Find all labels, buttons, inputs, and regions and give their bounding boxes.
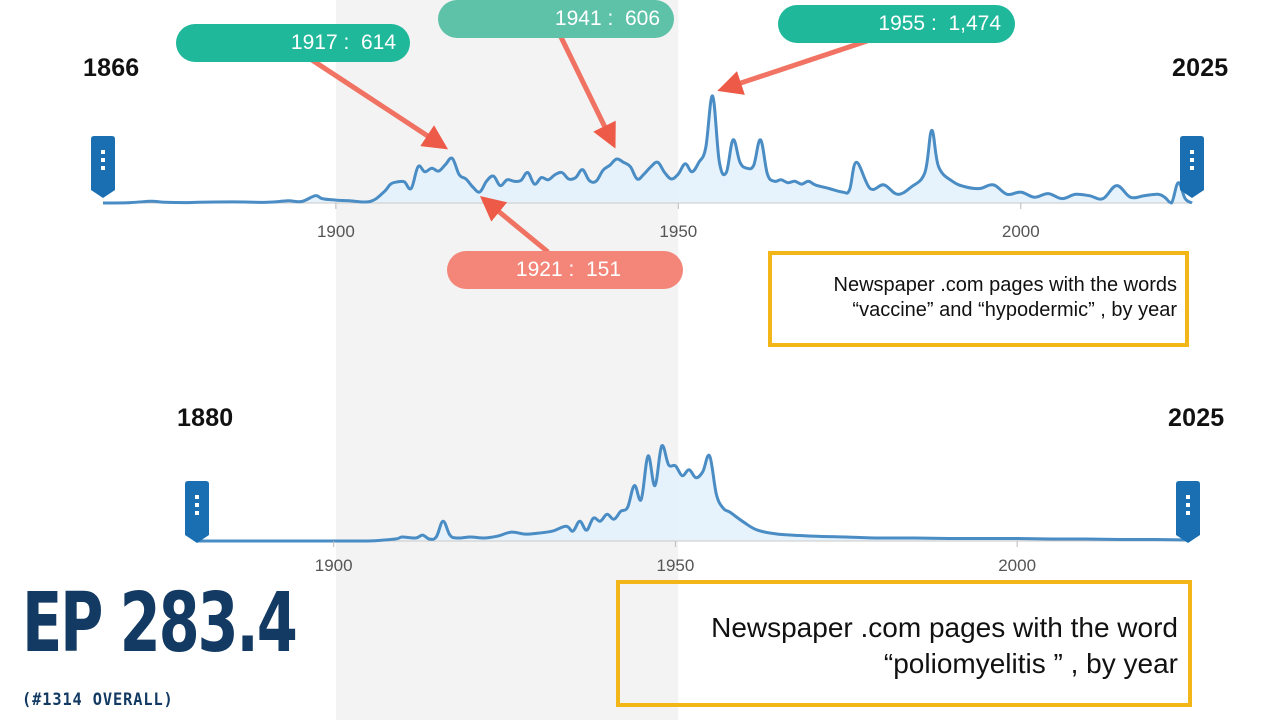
series-line <box>196 444 1189 543</box>
shaded-period <box>335 0 679 720</box>
grip-dot-icon <box>1190 158 1194 162</box>
grip-dot-icon <box>1190 150 1194 154</box>
series-area <box>197 445 1188 541</box>
chart1-start-year: 1866 <box>83 54 140 82</box>
callout-1941: 1941 : 606 <box>438 0 674 38</box>
grip-dot-icon <box>101 150 105 154</box>
grip-dot-icon <box>195 503 199 507</box>
grip-dot-icon <box>1190 166 1194 170</box>
x-tick-label-1900: 1900 <box>317 222 355 241</box>
chart2-caption-line2: “poliomyelitis ” , by year <box>883 648 1178 679</box>
x-tick-label-2000: 2000 <box>1002 222 1040 241</box>
grip-dot-icon <box>1186 503 1190 507</box>
x-tick-label-2000: 2000 <box>998 556 1036 575</box>
chart2-start-year: 1880 <box>177 404 234 432</box>
callout-arrow-1941 <box>557 33 616 149</box>
x-tick-label-1950: 1950 <box>659 222 697 241</box>
grip-dot-icon <box>101 158 105 162</box>
chart2-caption-line1: Newspaper .com pages with the word <box>711 612 1178 643</box>
chart1-caption-line1: Newspaper .com pages with the words <box>833 274 1178 296</box>
chart1-caption-box: Newspaper .com pages with the words “vac… <box>768 251 1189 347</box>
episode-title: EP 283.4 <box>22 576 298 671</box>
callout-1955: 1955 : 1,474 <box>778 5 1015 43</box>
callout-arrow-1921 <box>479 196 550 254</box>
callout-arrow-1917 <box>310 57 449 150</box>
callout-1921: 1921 : 151 <box>447 251 683 289</box>
grip-dot-icon <box>1186 495 1190 499</box>
grip-dot-icon <box>1186 511 1190 515</box>
chart1-end-year: 2025 <box>1172 54 1229 82</box>
range-handle-right[interactable] <box>1180 136 1204 198</box>
callout-arrows <box>310 33 871 254</box>
chart-poliomyelitis: 1900 1950 2000 <box>185 444 1200 575</box>
grip-dot-icon <box>195 511 199 515</box>
grip-dot-icon <box>101 166 105 170</box>
range-handle-left[interactable] <box>91 136 115 198</box>
grip-dot-icon <box>195 495 199 499</box>
series-area <box>103 95 1192 203</box>
chart-vaccine-hypodermic: 1900 1950 2000 <box>91 94 1204 241</box>
range-handle-left[interactable] <box>185 481 209 543</box>
episode-subtitle: (#1314 OVERALL) <box>22 690 174 710</box>
x-tick-label-1900: 1900 <box>315 556 353 575</box>
series-line <box>102 94 1193 205</box>
chart2-end-year: 2025 <box>1168 404 1225 432</box>
callout-1917: 1917 : 614 <box>176 24 410 62</box>
callout-arrow-1955 <box>717 37 871 95</box>
range-handle-right[interactable] <box>1176 481 1200 543</box>
x-tick-label-1950: 1950 <box>656 556 694 575</box>
chart2-caption-box: Newspaper .com pages with the word “poli… <box>616 580 1192 707</box>
chart1-caption-line2: “vaccine” and “hypodermic” , by year <box>852 299 1177 321</box>
